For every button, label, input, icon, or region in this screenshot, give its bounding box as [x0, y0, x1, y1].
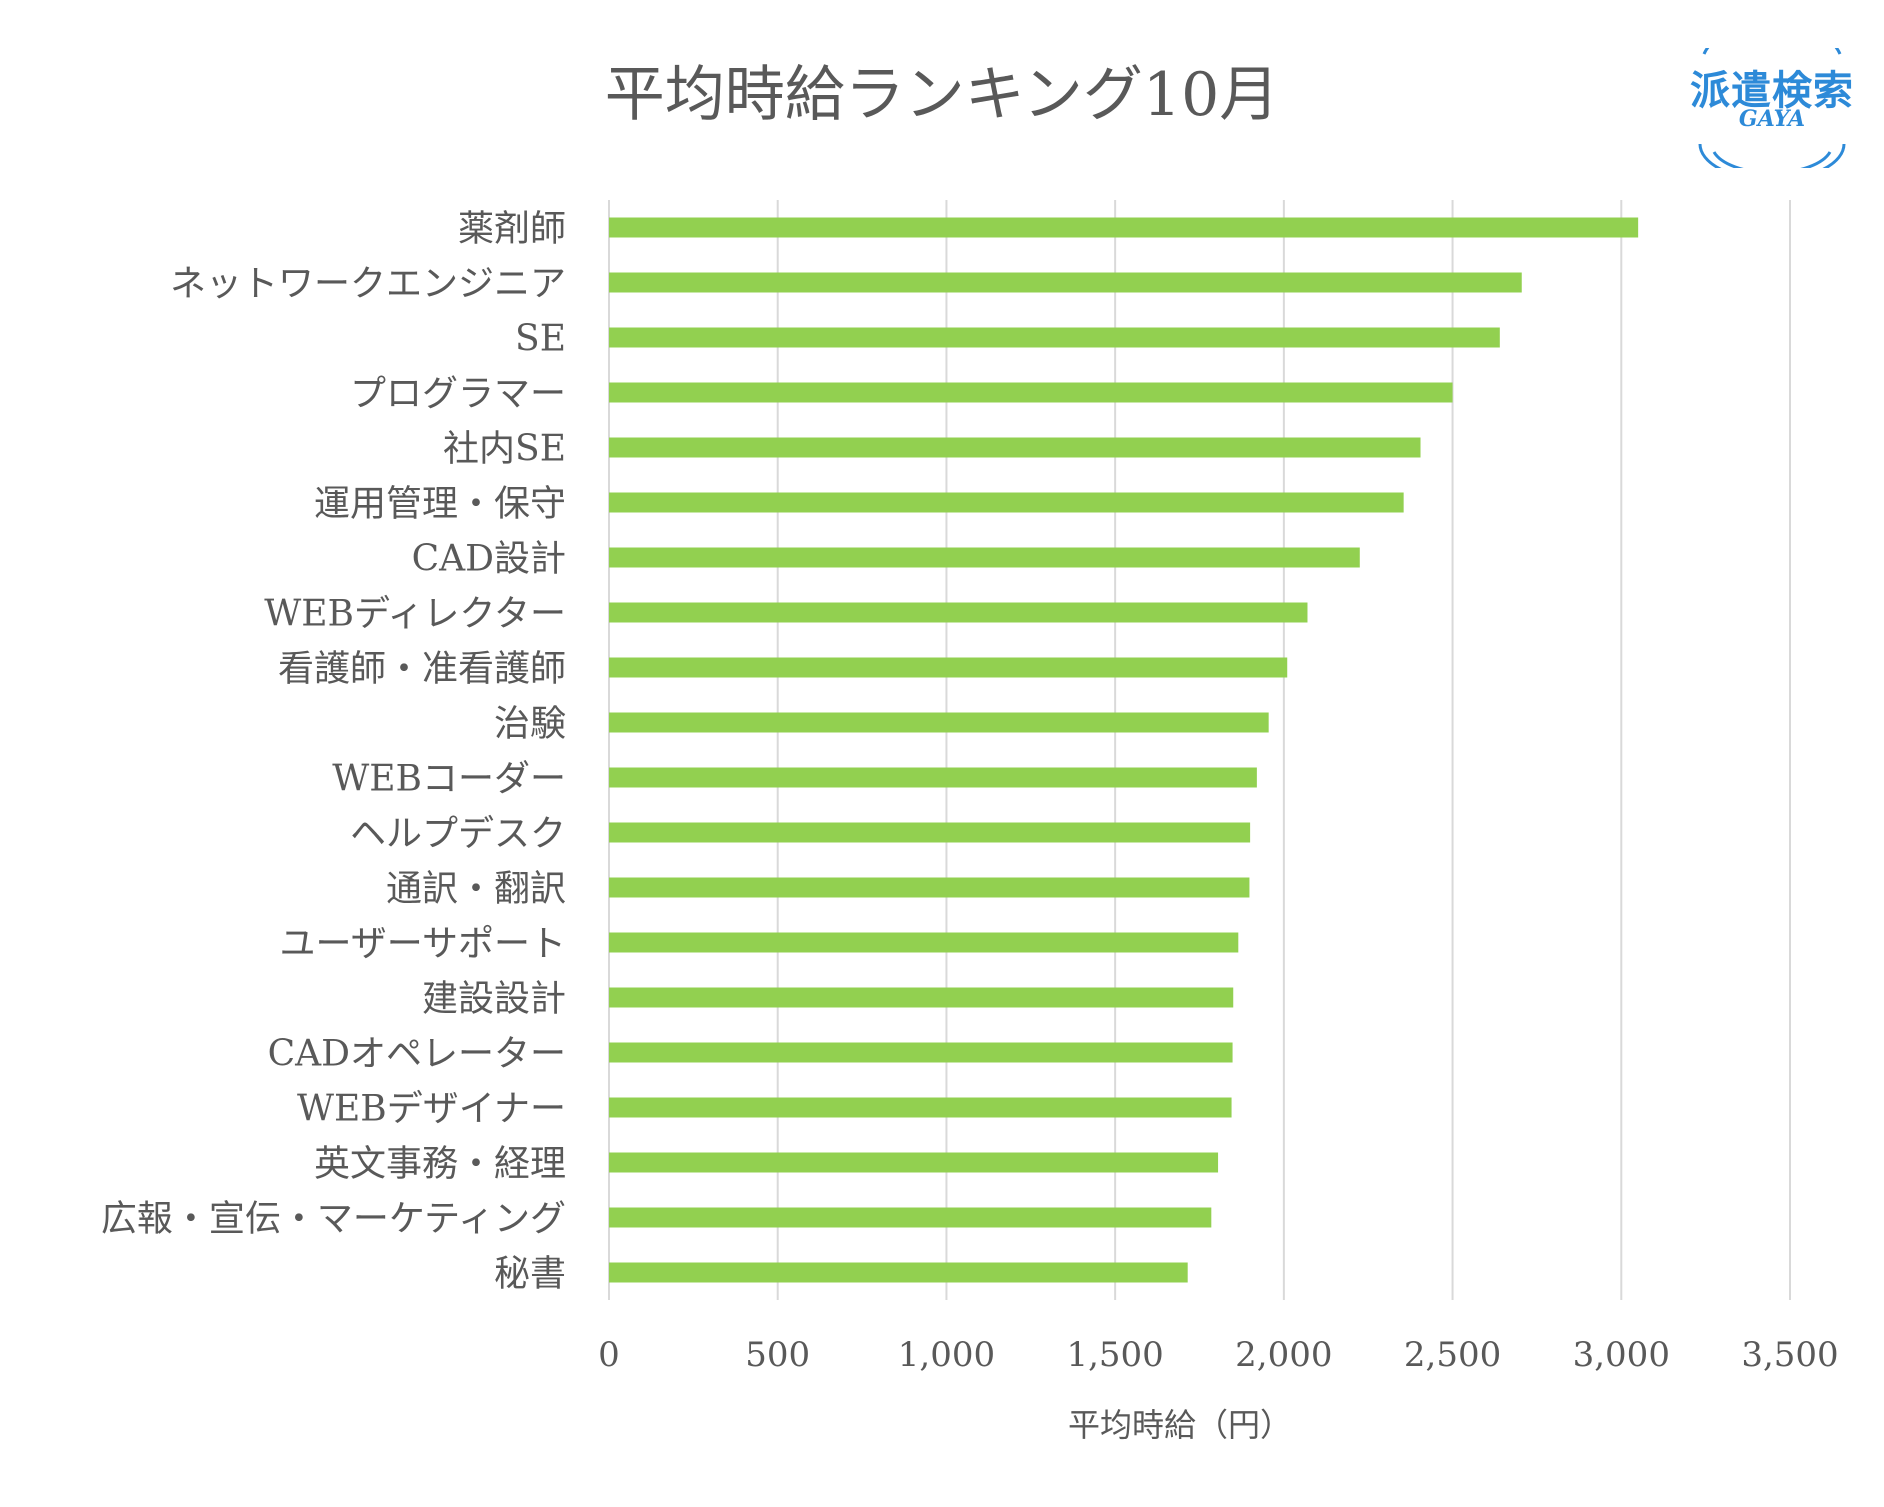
category-label: 社内SE — [443, 429, 566, 470]
category-label: CADオペレーター — [268, 1034, 566, 1075]
bar — [609, 382, 1453, 403]
logo-main-text: 派遣検索 — [1690, 68, 1854, 114]
x-tick-label: 2,500 — [1404, 1335, 1501, 1375]
category-label: 通訳・翻訳 — [386, 869, 566, 910]
bar — [609, 437, 1421, 458]
category-label: 薬剤師 — [458, 209, 566, 250]
category-label: 英文事務・経理 — [314, 1144, 566, 1185]
x-tick-label: 3,000 — [1573, 1335, 1670, 1375]
bar — [609, 657, 1288, 678]
category-label: 秘書 — [494, 1254, 566, 1295]
category-label: WEBデザイナー — [297, 1089, 566, 1130]
category-label: SE — [515, 319, 566, 360]
category-label: ネットワークエンジニア — [170, 264, 566, 305]
category-label: プログラマー — [350, 374, 566, 415]
category-label: CAD設計 — [412, 539, 566, 580]
category-label: WEBディレクター — [264, 594, 566, 635]
category-label: 治験 — [494, 704, 566, 745]
gaya-logo: 派遣検索 GAYA — [1672, 48, 1872, 168]
bar — [609, 932, 1239, 953]
x-tick-label: 2,000 — [1235, 1335, 1332, 1375]
bar — [609, 272, 1522, 293]
category-label: 建設設計 — [422, 979, 566, 1020]
x-tick-label: 1,000 — [898, 1335, 995, 1375]
category-label: 運用管理・保守 — [314, 484, 566, 525]
bar — [609, 327, 1500, 348]
chart-title: 平均時給ランキング10月 — [604, 60, 1280, 130]
x-axis-title: 平均時給（円） — [1067, 1406, 1292, 1444]
category-label: ヘルプデスク — [350, 814, 566, 855]
bar — [609, 822, 1251, 843]
bar — [609, 767, 1257, 788]
bar — [609, 1097, 1232, 1118]
x-tick-label: 500 — [745, 1335, 810, 1375]
bar — [609, 987, 1234, 1008]
bar — [609, 712, 1269, 733]
bar — [609, 547, 1360, 568]
bar — [609, 1152, 1219, 1173]
bar — [609, 877, 1250, 898]
category-label: WEBコーダー — [332, 759, 566, 800]
bar — [609, 1042, 1233, 1063]
bar — [609, 217, 1639, 238]
category-label: 看護師・准看護師 — [278, 649, 566, 690]
logo-arcs — [1698, 48, 1846, 168]
x-tick-label: 0 — [598, 1335, 620, 1375]
bar — [609, 492, 1404, 513]
bar — [609, 602, 1308, 623]
category-label: ユーザーサポート — [279, 924, 566, 965]
category-label: 広報・宣伝・マーケティング — [101, 1199, 566, 1240]
bar — [609, 1207, 1212, 1228]
x-tick-label: 1,500 — [1066, 1335, 1163, 1375]
bar — [609, 1262, 1188, 1283]
logo-sub-text: GAYA — [1738, 106, 1806, 132]
x-tick-label: 3,500 — [1741, 1335, 1838, 1375]
